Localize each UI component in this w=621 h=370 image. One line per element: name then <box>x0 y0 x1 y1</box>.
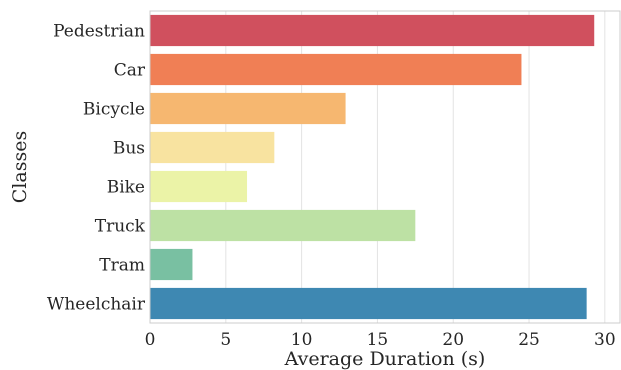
y-tick-label: Pedestrian <box>53 22 145 42</box>
x-tick-labels: 0 5 10 15 20 25 30 <box>145 330 616 350</box>
y-axis-label: Classes <box>9 131 31 203</box>
bar-pedestrian <box>150 14 595 47</box>
x-tick-label: 30 <box>594 330 616 350</box>
y-tick-label: Tram <box>99 256 145 276</box>
y-tick-labels: Pedestrian Car Bicycle Bus Bike Truck Tram Whee… <box>47 22 146 315</box>
bar-bus <box>150 131 275 164</box>
x-tick-label: 5 <box>220 330 231 350</box>
bar-truck <box>150 209 416 242</box>
bars <box>150 14 595 320</box>
x-tick-label: 15 <box>367 330 389 350</box>
plot-frame <box>149 10 621 324</box>
x-axis-label: Average Duration (s) <box>284 348 486 370</box>
bar-tram <box>150 248 193 281</box>
x-tick-label: 0 <box>145 330 156 350</box>
bar-car <box>150 53 522 86</box>
y-tick-label: Truck <box>95 217 146 237</box>
bar-wheelchair <box>150 287 587 320</box>
bar-bike <box>150 170 248 203</box>
x-tick-label: 10 <box>291 330 313 350</box>
y-tick-label: Wheelchair <box>47 295 146 315</box>
x-tick-label: 20 <box>442 330 464 350</box>
y-tick-label: Car <box>114 61 146 81</box>
y-tick-label: Bus <box>113 139 145 159</box>
bar-bicycle <box>150 92 346 125</box>
y-tick-label: Bike <box>107 178 145 198</box>
y-tick-label: Bicycle <box>83 100 145 120</box>
x-tick-label: 25 <box>518 330 540 350</box>
